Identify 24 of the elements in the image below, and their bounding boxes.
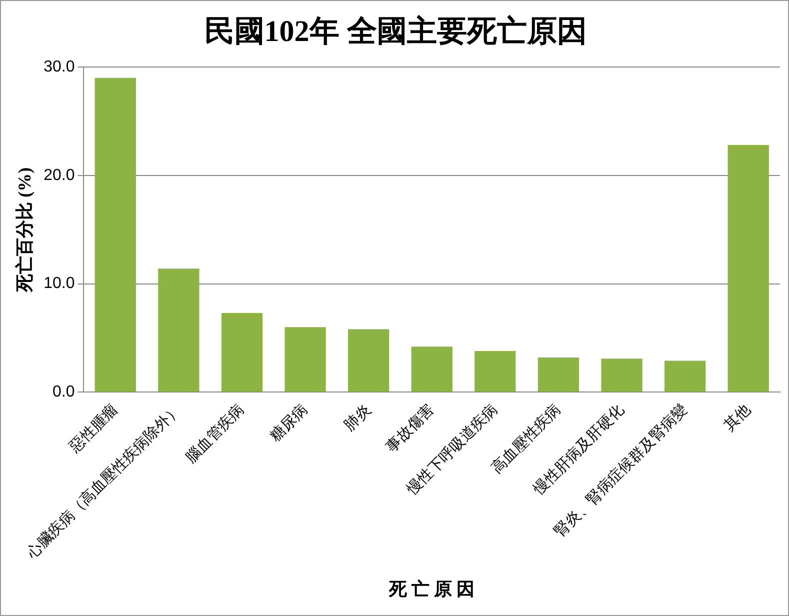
y-tick-label: 30.0 [44, 58, 75, 76]
x-tick-label: 糖尿病 [267, 401, 311, 445]
bar [474, 350, 516, 392]
x-tick-label: 事故傷害 [383, 401, 438, 456]
y-tick-label: 0.0 [52, 384, 75, 401]
x-tick-label: 惡性腫瘤 [66, 401, 121, 456]
y-tick-label: 10.0 [44, 275, 75, 292]
bar [158, 268, 200, 392]
bar [411, 346, 452, 392]
x-tick-label: 肺炎 [340, 401, 374, 434]
y-tick-label: 20.0 [44, 166, 75, 184]
bar [94, 78, 136, 392]
bar [664, 360, 706, 392]
bar [601, 358, 642, 392]
x-tick-label: 其他 [720, 401, 754, 434]
x-axis-title: 死 亡 原 因 [388, 578, 475, 599]
y-axis-title: 死亡百分比 (%) [14, 167, 34, 293]
x-tick-label: 腦血管疾病 [182, 401, 248, 466]
bar [221, 313, 263, 392]
bar [284, 327, 326, 392]
bar [728, 145, 769, 392]
chart-title: 民國102年 全國主要死亡原因 [204, 14, 587, 48]
bar [538, 357, 580, 392]
bar [348, 329, 390, 392]
